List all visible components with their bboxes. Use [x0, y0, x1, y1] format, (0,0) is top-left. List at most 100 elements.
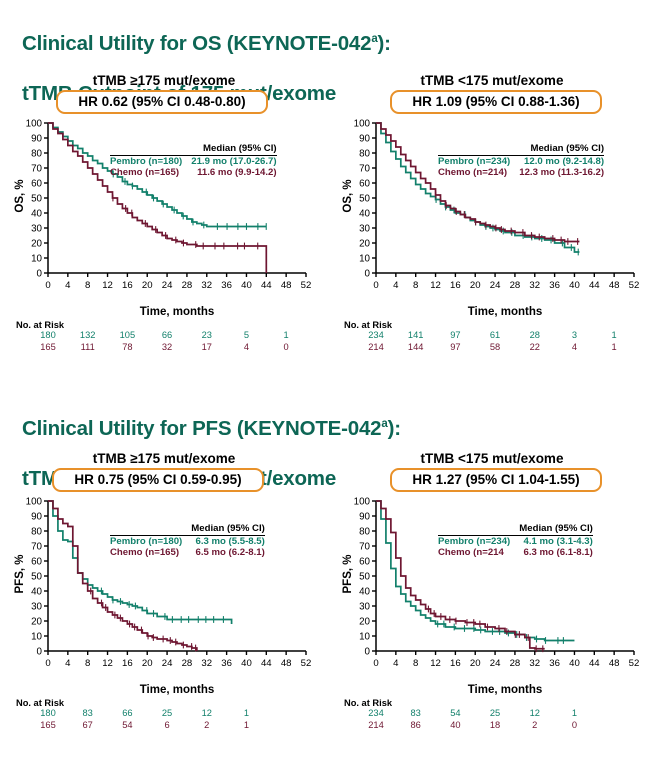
risk-value: 78: [122, 342, 133, 352]
risk-value: 111: [80, 342, 95, 352]
y-tick-label: 60: [359, 556, 370, 567]
km-curve-pembro: [48, 500, 233, 624]
y-tick-label: 100: [26, 496, 43, 507]
x-tick-label: 16: [122, 280, 133, 291]
y-tick-label: 90: [31, 511, 42, 522]
risk-table-pfs_high: No. at Risk 180 83 66 25 12 1 165 67 54 6 2 1: [14, 698, 314, 732]
legend-median-chemo: 6.5 mo (6.2-8.1): [195, 547, 265, 559]
y-tick-label: 50: [31, 571, 42, 582]
y-tick-label: 10: [359, 253, 370, 264]
risk-value: 4: [243, 342, 250, 352]
y-tick-label: 80: [31, 148, 42, 159]
risk-value: 17: [201, 342, 212, 352]
legend-label-chemo: Chemo (n=165): [110, 547, 180, 559]
x-tick-label: 52: [629, 658, 640, 669]
y-tick-label: 0: [365, 646, 371, 657]
x-axis-title-pfs_high: Time, months: [139, 684, 215, 696]
risk-value: 32: [161, 342, 173, 352]
legend-pfs_low: Median (95% CI) Pembro (n=234) 4.1 mo (3.1…: [438, 523, 593, 559]
x-tick-label: 32: [529, 658, 540, 669]
x-tick-label: 52: [301, 280, 312, 291]
risk-row-chemo: 165 111 78 32 17 4 0: [14, 342, 314, 354]
legend-pfs_high: Median (95% CI) Pembro (n=180) 6.3 mo (5.5…: [110, 523, 265, 559]
panel-header-os_low: tTMB <175 mut/exome: [420, 73, 564, 88]
x-tick-label: 24: [490, 280, 501, 291]
y-tick-label: 50: [31, 193, 42, 204]
y-tick-label: 20: [359, 238, 370, 249]
risk-value: 54: [450, 708, 461, 718]
y-tick-label: 0: [365, 268, 371, 279]
risk-value: 40: [450, 720, 461, 730]
risk-table-title: No. at Risk: [344, 320, 393, 330]
risk-value: 12: [529, 708, 540, 718]
risk-value: 144: [407, 342, 424, 352]
y-axis-title-pfs_low: PFS, %: [342, 554, 354, 594]
risk-value: 0: [571, 720, 578, 730]
x-tick-label: 20: [470, 280, 481, 291]
hazard-ratio-box-os_low: HR 1.09 (95% CI 0.88-1.36): [390, 90, 602, 114]
risk-value: 165: [40, 342, 56, 352]
risk-value: 165: [40, 720, 56, 730]
risk-value: 28: [529, 330, 540, 340]
x-tick-label: 44: [261, 280, 272, 291]
risk-table-os_high: No. at Risk 180 132 105 66 23 5 1 165 111 78 32 17 4 0: [14, 320, 314, 354]
legend-label-chemo: Chemo (n=214: [438, 547, 504, 559]
risk-value: 6: [164, 720, 170, 730]
risk-value: 5: [243, 330, 250, 340]
x-tick-label: 36: [549, 280, 560, 291]
km-curve-chemo: [376, 122, 580, 245]
x-tick-label: 20: [142, 280, 153, 291]
y-tick-label: 80: [31, 526, 42, 537]
y-tick-label: 80: [359, 526, 370, 537]
x-tick-label: 0: [373, 658, 378, 669]
risk-row-chemo: 214 86 40 18 2 0: [342, 720, 642, 732]
y-tick-label: 60: [31, 178, 42, 189]
y-tick-label: 20: [31, 238, 42, 249]
legend-label-chemo: Chemo (n=165): [110, 167, 180, 179]
km-plot-pfs_high: 0 4 8 12 16 20 24 28 32 36 40 44 48 52010203040506070…: [26, 496, 312, 669]
x-tick-label: 36: [549, 658, 560, 669]
x-tick-label: 44: [261, 658, 272, 669]
y-tick-label: 40: [359, 586, 370, 597]
risk-value: 214: [368, 342, 384, 352]
panel-header-pfs_low: tTMB <175 mut/exome: [420, 451, 564, 466]
y-tick-label: 100: [354, 118, 371, 129]
y-tick-label: 100: [26, 118, 43, 129]
hazard-ratio-box-pfs_high: HR 0.75 (95% CI 0.59-0.95): [52, 468, 264, 492]
x-tick-label: 0: [45, 280, 50, 291]
x-tick-label: 0: [45, 658, 50, 669]
risk-value: 83: [82, 708, 93, 718]
legend-label-pembro: Pembro (n=234): [438, 155, 511, 167]
risk-value: 1: [611, 330, 617, 340]
x-tick-label: 48: [609, 658, 620, 669]
risk-value: 18: [489, 720, 501, 730]
risk-row-pembro: 234 83 54 25 12 1: [342, 708, 642, 720]
risk-value: 61: [489, 330, 501, 340]
y-tick-label: 30: [31, 601, 42, 612]
risk-value: 58: [489, 342, 501, 352]
legend-median-chemo: 11.6 mo (9.9-14.2): [197, 167, 277, 179]
x-tick-label: 44: [589, 280, 600, 291]
y-axis-title-os_low: OS, %: [342, 179, 354, 213]
panel-pfs-tmb-low: tTMB <175 mut/exome HR 1.27 (95% CI 1.04-…: [342, 450, 642, 750]
legend-median-chemo: 12.3 mo (11.3-16.2): [519, 167, 605, 179]
km-curve-chemo: [48, 500, 198, 652]
legend-median-chemo: 6.3 mo (6.1-8.1): [523, 547, 593, 559]
risk-row-chemo: 214 144 97 58 22 4 1: [342, 342, 642, 354]
risk-value: 97: [450, 330, 461, 340]
risk-value: 66: [122, 708, 133, 718]
y-tick-label: 70: [31, 163, 42, 174]
x-tick-label: 12: [430, 280, 441, 291]
panel-pfs-tmb-high: tTMB ≥175 mut/exome HR 0.75 (95% CI 0.59-…: [14, 450, 314, 750]
risk-value: 132: [79, 330, 96, 340]
panel-header-os_high: tTMB ≥175 mut/exome: [92, 73, 236, 88]
y-tick-label: 20: [359, 616, 370, 627]
x-tick-label: 4: [65, 658, 71, 669]
x-tick-label: 48: [281, 658, 292, 669]
risk-value: 83: [410, 708, 421, 718]
x-axis-title-os_high: Time, months: [139, 306, 215, 318]
risk-value: 23: [201, 330, 212, 340]
plot-axes: 0 4 8 12 16 20 24 28 32 36 40 44 48 52010203040506070…: [354, 118, 640, 291]
plot-area-pfs_low: 0 4 8 12 16 20 24 28 32 36 40 44 48 52 0 10 20 30 40 50 60 70…: [342, 495, 642, 685]
